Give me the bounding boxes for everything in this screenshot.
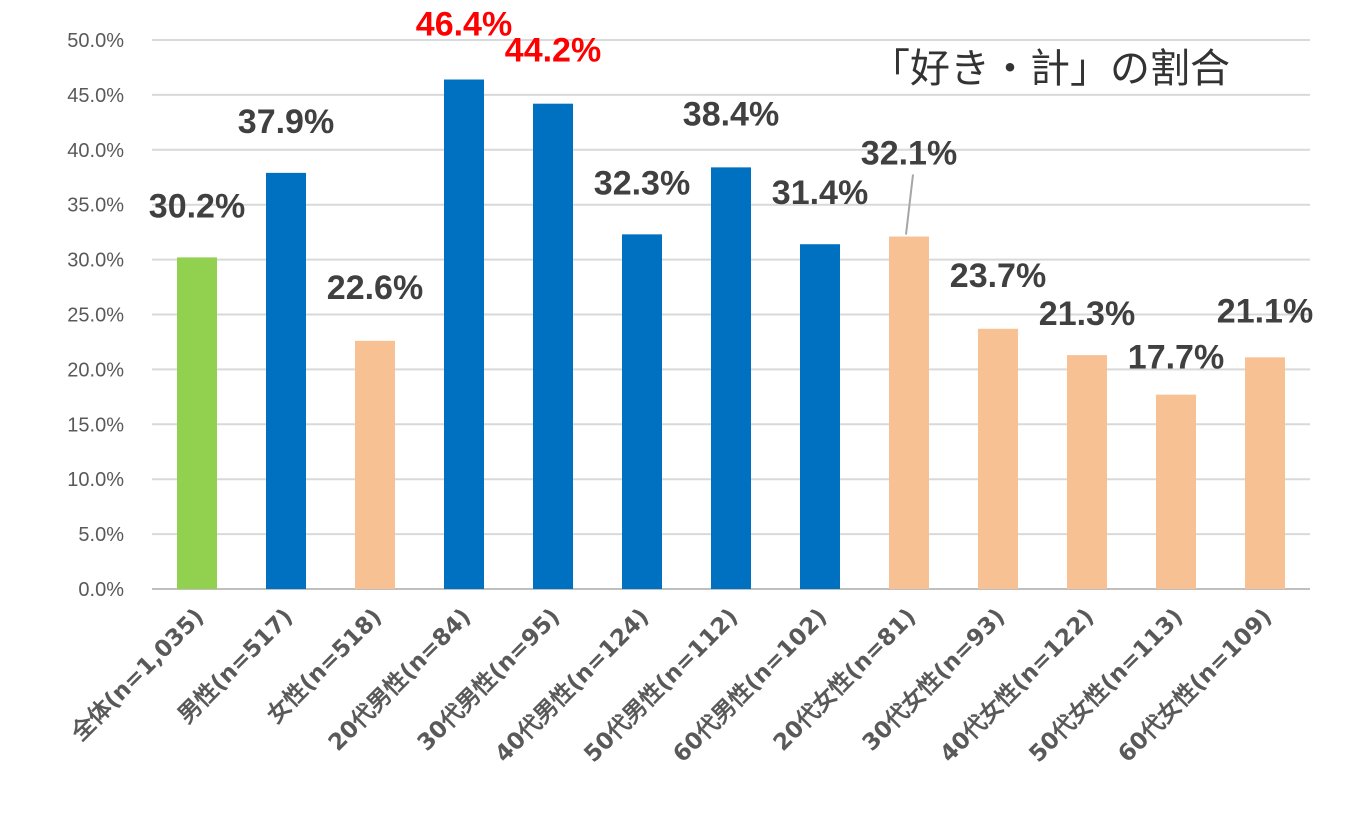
data-label: 21.3% [1039, 295, 1135, 333]
y-tick-label: 25.0% [67, 305, 124, 327]
y-axis-ticks: 0.0% 5.0% 10.0% 15.0% 20.0% 25.0% 30.0% 35.0% 40… [67, 30, 124, 601]
y-tick-label: 45.0% [67, 85, 124, 107]
bar [177, 257, 217, 589]
data-label: 21.1% [1217, 292, 1313, 330]
bar [622, 234, 662, 589]
chart-title: 「好き・計」の割合 [870, 46, 1230, 92]
data-label: 23.7% [950, 257, 1046, 295]
y-tick-label: 15.0% [67, 414, 124, 436]
bar [533, 103, 573, 590]
data-label: 37.9% [238, 103, 334, 141]
data-label: 46.4% [416, 6, 512, 44]
y-tick-label: 10.0% [67, 469, 124, 491]
y-tick-label: 40.0% [67, 140, 124, 162]
bar [711, 167, 751, 590]
bar [800, 244, 840, 589]
x-tick-label: 50代男性(n=112) [579, 604, 743, 768]
y-tick-label: 50.0% [67, 30, 124, 52]
bar [444, 79, 484, 589]
bar [1245, 357, 1285, 589]
data-label: 38.4% [683, 95, 779, 133]
data-label: 30.2% [149, 187, 245, 225]
bars [177, 79, 1285, 590]
bar [889, 236, 929, 590]
leader-lines [905, 174, 914, 235]
data-label: 31.4% [772, 174, 868, 212]
x-axis-ticks: 全体(n=1,035)男性(n=517)女性(n=518)20代男性(n=84)… [65, 603, 1277, 768]
data-label: 32.3% [594, 164, 690, 202]
data-labels: 30.2% 37.9% 22.6% 46.4%44.2% 32.3% 38.4% 31.4%… [149, 6, 1313, 377]
x-tick-label: 40代女性(n=122) [935, 603, 1100, 768]
bar [1156, 394, 1196, 589]
data-label: 17.7% [1128, 339, 1224, 377]
data-label: 32.1% [861, 135, 957, 173]
y-tick-label: 0.0% [78, 579, 124, 601]
leader-line [905, 174, 914, 235]
data-label: 44.2% [505, 32, 601, 70]
x-tick-label: 60代男性(n=102) [668, 604, 832, 768]
x-tick-label: 60代女性(n=109) [1113, 603, 1278, 768]
bar [355, 340, 395, 589]
y-tick-label: 20.0% [67, 359, 124, 381]
y-tick-label: 30.0% [67, 250, 124, 272]
y-tick-label: 5.0% [78, 524, 124, 546]
y-tick-label: 35.0% [67, 195, 124, 217]
x-tick-label: 50代女性(n=113) [1024, 603, 1189, 768]
data-label: 22.6% [327, 269, 423, 307]
x-tick-label: 40代男性(n=124) [490, 604, 654, 768]
bar [978, 328, 1018, 589]
bar [1067, 355, 1107, 589]
bar [266, 172, 306, 589]
